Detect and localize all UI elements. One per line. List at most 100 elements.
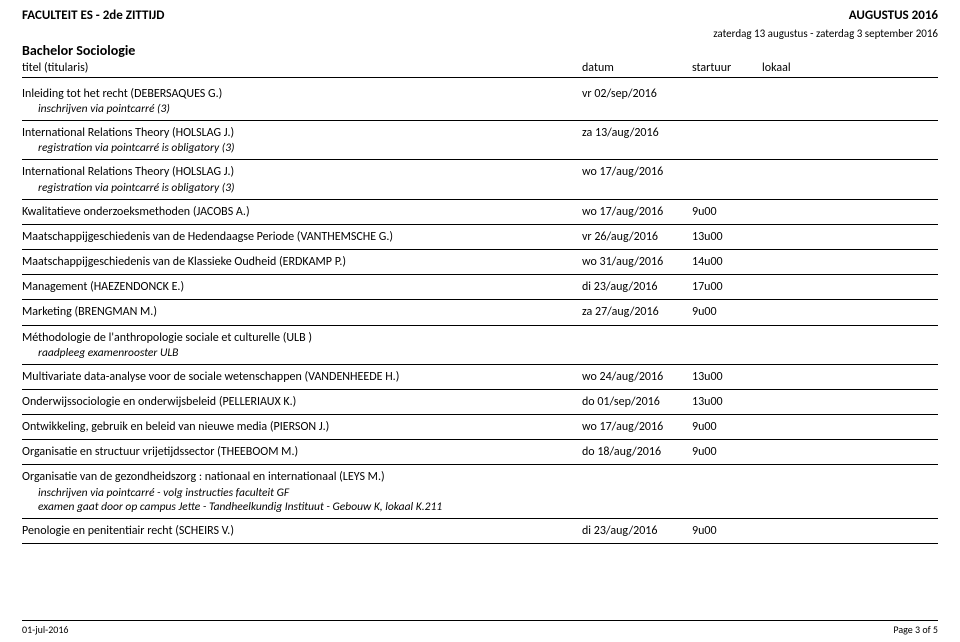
course-start-time bbox=[692, 86, 762, 102]
course-start-time: 13u00 bbox=[692, 394, 762, 410]
course-start-time: 14u00 bbox=[692, 254, 762, 270]
table-row: Méthodologie de l'anthropologie sociale … bbox=[22, 326, 938, 346]
course-title: Marketing (BRENGMAN M.) bbox=[22, 304, 582, 320]
course-note: examen gaat door op campus Jette - Tandh… bbox=[22, 500, 938, 514]
col-header-start: startuur bbox=[692, 61, 762, 75]
page-header: FACULTEIT ES - 2de ZITTIJD AUGUSTUS 2016 bbox=[22, 8, 938, 23]
course-room bbox=[762, 369, 842, 385]
course-start-time bbox=[692, 469, 762, 485]
course-start-time: 13u00 bbox=[692, 369, 762, 385]
course-title: Inleiding tot het recht (DEBERSAQUES G.) bbox=[22, 86, 582, 102]
course-start-time: 9u00 bbox=[692, 204, 762, 220]
course-start-time: 9u00 bbox=[692, 304, 762, 320]
footer-page: Page 3 of 5 bbox=[893, 623, 938, 636]
col-header-title: titel (titularis) bbox=[22, 61, 582, 75]
course-note: raadpleeg examenrooster ULB bbox=[22, 346, 938, 360]
course-start-time: 17u00 bbox=[692, 279, 762, 295]
course-start-time bbox=[692, 164, 762, 180]
course-notes: inschrijven via pointcarré - volg instru… bbox=[22, 486, 938, 519]
table-row: Organisatie van de gezondheidszorg : nat… bbox=[22, 465, 938, 485]
table-row: Management (HAEZENDONCK E.)di 23/aug/201… bbox=[22, 275, 938, 300]
table-row: Inleiding tot het recht (DEBERSAQUES G.)… bbox=[22, 82, 938, 102]
course-title: Maatschappijgeschiedenis van de Hedendaa… bbox=[22, 229, 582, 245]
table-row: Penologie en penitentiair recht (SCHEIRS… bbox=[22, 519, 938, 544]
course-date: za 27/aug/2016 bbox=[582, 304, 692, 320]
course-notes: registration via pointcarré is obligator… bbox=[22, 181, 938, 200]
table-row: Ontwikkeling, gebruik en beleid van nieu… bbox=[22, 415, 938, 440]
course-room bbox=[762, 125, 842, 141]
course-notes: inschrijven via pointcarré (3) bbox=[22, 102, 938, 121]
course-title: Méthodologie de l'anthropologie sociale … bbox=[22, 330, 582, 346]
course-room bbox=[762, 229, 842, 245]
table-row: Maatschappijgeschiedenis van de Hedendaa… bbox=[22, 225, 938, 250]
course-title: Maatschappijgeschiedenis van de Klassiek… bbox=[22, 254, 582, 270]
course-date: wo 24/aug/2016 bbox=[582, 369, 692, 385]
course-date: wo 17/aug/2016 bbox=[582, 419, 692, 435]
course-room bbox=[762, 304, 842, 320]
table-row: Marketing (BRENGMAN M.)za 27/aug/20169u0… bbox=[22, 300, 938, 325]
course-date: wo 31/aug/2016 bbox=[582, 254, 692, 270]
course-title: Multivariate data-analyse voor de social… bbox=[22, 369, 582, 385]
course-date: vr 26/aug/2016 bbox=[582, 229, 692, 245]
footer-date: 01-jul-2016 bbox=[22, 623, 68, 636]
table-row: Onderwijssociologie en onderwijsbeleid (… bbox=[22, 390, 938, 415]
col-header-date: datum bbox=[582, 61, 692, 75]
course-room bbox=[762, 469, 842, 485]
course-title: Organisatie en structuur vrijetijdssecto… bbox=[22, 444, 582, 460]
program-title: Bachelor Sociologie bbox=[22, 42, 938, 59]
table-row: Organisatie en structuur vrijetijdssecto… bbox=[22, 440, 938, 465]
course-date: vr 02/sep/2016 bbox=[582, 86, 692, 102]
column-headers: titel (titularis) datum startuur lokaal bbox=[22, 61, 938, 78]
course-note: inschrijven via pointcarré - volg instru… bbox=[22, 486, 938, 500]
course-date bbox=[582, 330, 692, 346]
col-header-room: lokaal bbox=[762, 61, 842, 75]
course-note: registration via pointcarré is obligator… bbox=[22, 141, 938, 155]
course-room bbox=[762, 330, 842, 346]
course-date: do 18/aug/2016 bbox=[582, 444, 692, 460]
course-title: Management (HAEZENDONCK E.) bbox=[22, 279, 582, 295]
table-row: Maatschappijgeschiedenis van de Klassiek… bbox=[22, 250, 938, 275]
course-date: wo 17/aug/2016 bbox=[582, 204, 692, 220]
course-start-time: 9u00 bbox=[692, 523, 762, 539]
course-notes: registration via pointcarré is obligator… bbox=[22, 141, 938, 160]
course-title: Ontwikkeling, gebruik en beleid van nieu… bbox=[22, 419, 582, 435]
course-title: Penologie en penitentiair recht (SCHEIRS… bbox=[22, 523, 582, 539]
course-date: wo 17/aug/2016 bbox=[582, 164, 692, 180]
course-notes: raadpleeg examenrooster ULB bbox=[22, 346, 938, 365]
course-title: Onderwijssociologie en onderwijsbeleid (… bbox=[22, 394, 582, 410]
schedule-rows: Inleiding tot het recht (DEBERSAQUES G.)… bbox=[22, 82, 938, 544]
course-room bbox=[762, 86, 842, 102]
course-note: registration via pointcarré is obligator… bbox=[22, 181, 938, 195]
course-note: inschrijven via pointcarré (3) bbox=[22, 102, 938, 116]
course-date bbox=[582, 469, 692, 485]
course-room bbox=[762, 279, 842, 295]
course-title: Organisatie van de gezondheidszorg : nat… bbox=[22, 469, 582, 485]
course-start-time: 9u00 bbox=[692, 419, 762, 435]
course-date: za 13/aug/2016 bbox=[582, 125, 692, 141]
exam-schedule-page: FACULTEIT ES - 2de ZITTIJD AUGUSTUS 2016… bbox=[0, 0, 960, 642]
table-row: International Relations Theory (HOLSLAG … bbox=[22, 121, 938, 141]
course-room bbox=[762, 523, 842, 539]
course-room bbox=[762, 394, 842, 410]
course-start-time bbox=[692, 125, 762, 141]
course-room bbox=[762, 204, 842, 220]
course-title: Kwalitatieve onderzoeksmethoden (JACOBS … bbox=[22, 204, 582, 220]
course-room bbox=[762, 444, 842, 460]
table-row: Kwalitatieve onderzoeksmethoden (JACOBS … bbox=[22, 200, 938, 225]
course-date: do 01/sep/2016 bbox=[582, 394, 692, 410]
table-row: International Relations Theory (HOLSLAG … bbox=[22, 160, 938, 180]
faculty-title: FACULTEIT ES - 2de ZITTIJD bbox=[22, 8, 164, 23]
course-title: International Relations Theory (HOLSLAG … bbox=[22, 164, 582, 180]
course-title: International Relations Theory (HOLSLAG … bbox=[22, 125, 582, 141]
course-room bbox=[762, 164, 842, 180]
course-room bbox=[762, 419, 842, 435]
period-title: AUGUSTUS 2016 bbox=[849, 8, 938, 23]
course-date: di 23/aug/2016 bbox=[582, 523, 692, 539]
course-start-time: 13u00 bbox=[692, 229, 762, 245]
page-footer: 01-jul-2016 Page 3 of 5 bbox=[22, 620, 938, 636]
course-start-time bbox=[692, 330, 762, 346]
table-row: Multivariate data-analyse voor de social… bbox=[22, 365, 938, 390]
course-room bbox=[762, 254, 842, 270]
course-date: di 23/aug/2016 bbox=[582, 279, 692, 295]
date-range: zaterdag 13 augustus - zaterdag 3 septem… bbox=[22, 27, 938, 40]
